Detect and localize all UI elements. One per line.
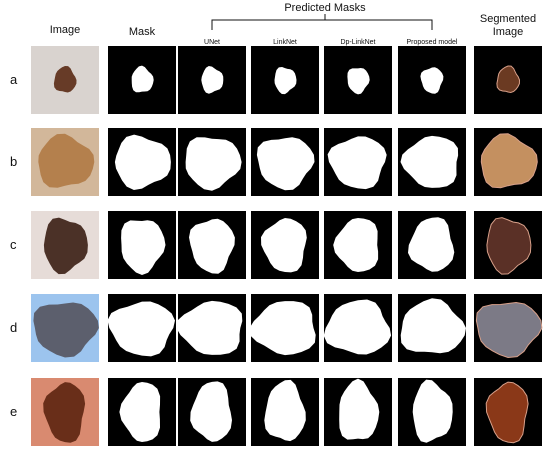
row-label: d — [10, 320, 17, 335]
mask-region — [119, 382, 161, 442]
group-header: Predicted Masks — [284, 2, 366, 14]
segmented-lesion — [480, 133, 538, 189]
model-header: Proposed model — [407, 39, 458, 46]
mask-region — [131, 65, 154, 93]
lesion — [43, 217, 88, 275]
mask-region — [249, 301, 316, 356]
lesion — [43, 382, 86, 443]
mask-region — [274, 67, 297, 95]
mask-region — [107, 301, 175, 357]
row-label: c — [10, 237, 17, 252]
model-header: UNet — [204, 39, 220, 46]
row-label: e — [10, 404, 17, 419]
mask-region — [347, 68, 370, 95]
column-header: Image — [50, 24, 81, 36]
mask-region — [201, 66, 224, 94]
mask-region — [333, 218, 379, 272]
mask-region — [408, 217, 455, 272]
mask-region — [190, 381, 232, 442]
segmented-lesion — [475, 301, 543, 359]
mask-region — [114, 134, 171, 190]
lesion — [53, 66, 77, 93]
mask-region — [412, 379, 453, 443]
mask-region — [264, 379, 306, 442]
mask-region — [400, 135, 459, 188]
model-header: LinkNet — [273, 39, 297, 46]
model-header: Dp-LinkNet — [340, 39, 375, 46]
mask-region — [176, 300, 243, 355]
mask-region — [121, 220, 166, 275]
lesion — [33, 302, 99, 358]
lesion — [38, 133, 95, 188]
mask-region — [400, 298, 466, 354]
column-header: Image — [493, 26, 524, 38]
segmented-lesion — [496, 65, 521, 94]
mask-region — [420, 67, 444, 94]
segmented-lesion — [486, 217, 532, 275]
column-header: Segmented — [480, 13, 536, 25]
row-label: a — [10, 72, 18, 87]
mask-region — [256, 137, 315, 191]
segmented-lesion — [485, 381, 529, 444]
mask-region — [327, 136, 387, 190]
group-bracket — [211, 14, 433, 30]
column-header: Mask — [129, 26, 156, 38]
mask-region — [185, 137, 242, 191]
mask-region — [323, 299, 392, 355]
mask-region — [189, 218, 235, 274]
mask-region — [261, 218, 307, 273]
row-label: b — [10, 154, 17, 169]
mask-region — [339, 378, 380, 440]
